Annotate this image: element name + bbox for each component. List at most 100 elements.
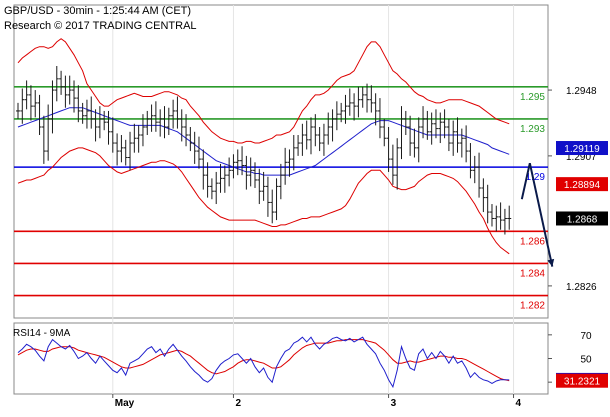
price-bar bbox=[67, 75, 72, 105]
price-bar bbox=[179, 109, 184, 142]
price-bar bbox=[240, 146, 245, 176]
price-bar bbox=[184, 114, 189, 147]
price-bar bbox=[339, 102, 344, 123]
price-bar bbox=[459, 128, 464, 158]
price-bar bbox=[274, 178, 279, 221]
price-bar bbox=[369, 85, 374, 113]
price-tick-label-0: 1.2948 bbox=[566, 86, 597, 97]
price-bar bbox=[300, 123, 305, 156]
price-bar bbox=[106, 110, 111, 145]
price-bar bbox=[46, 104, 51, 161]
price-bar bbox=[28, 85, 33, 121]
price-bar bbox=[283, 147, 288, 185]
chart-header-line2: Research © 2017 TRADING CENTRAL bbox=[4, 20, 197, 32]
price-bar bbox=[257, 168, 262, 205]
level-label-0: 1.295 bbox=[520, 92, 545, 103]
price-bar bbox=[317, 126, 322, 152]
projection-arrow-head bbox=[547, 258, 555, 267]
time-tick-label-0: May bbox=[115, 398, 135, 409]
price-bar bbox=[502, 208, 507, 235]
price-bar bbox=[330, 109, 335, 142]
price-bar bbox=[270, 189, 275, 224]
price-bar bbox=[309, 117, 314, 155]
price-badge-2: 1.2868 bbox=[556, 211, 608, 226]
price-tick-label-1: 1.2907 bbox=[566, 152, 597, 163]
price-bar bbox=[373, 93, 378, 126]
price-bar bbox=[395, 138, 400, 190]
price-bar bbox=[421, 106, 426, 139]
price-bar bbox=[166, 107, 171, 136]
projection-arrow bbox=[520, 163, 555, 267]
price-bar bbox=[149, 104, 154, 132]
chart-frame bbox=[13, 4, 549, 395]
price-badge-0: 1.29119 bbox=[556, 141, 608, 156]
price-bar bbox=[343, 94, 348, 124]
price-bar bbox=[291, 135, 296, 171]
price-bar bbox=[136, 125, 141, 153]
bollinger-bands bbox=[17, 38, 510, 255]
price-bar bbox=[481, 178, 486, 213]
rsi-lines bbox=[17, 336, 510, 389]
price-bar bbox=[403, 110, 408, 136]
price-bar bbox=[140, 114, 145, 147]
price-bar bbox=[321, 123, 326, 156]
price-bar bbox=[468, 143, 473, 179]
price-badge-1: 1.28894 bbox=[556, 177, 608, 192]
price-bars bbox=[16, 65, 512, 235]
price-bar bbox=[123, 139, 128, 166]
price-bar bbox=[153, 101, 158, 132]
price-bar bbox=[365, 83, 370, 113]
price-bar bbox=[214, 171, 219, 205]
price-bar bbox=[209, 178, 214, 200]
price-bar bbox=[132, 123, 137, 153]
price-bar bbox=[205, 162, 210, 198]
rsi-tick-label-0: 70 bbox=[580, 331, 592, 342]
price-bar bbox=[382, 118, 387, 147]
price-bar bbox=[175, 96, 180, 129]
rsi-badge-1: 31.2321 bbox=[556, 373, 608, 388]
price-bar bbox=[59, 70, 64, 95]
price-bar bbox=[252, 162, 257, 188]
price-badge-2-text: 1.2868 bbox=[567, 214, 598, 225]
price-bar bbox=[16, 102, 20, 119]
price-bar bbox=[24, 80, 29, 110]
price-bar bbox=[425, 110, 430, 140]
chart-header-line1: GBP/USD - 30min - 1:25:44 AM (CET) bbox=[4, 5, 191, 17]
price-badge-1-bg bbox=[556, 177, 608, 192]
rsi-tick-label-1: 50 bbox=[580, 355, 592, 366]
price-bar bbox=[296, 135, 301, 156]
price-bar bbox=[386, 126, 391, 172]
price-bar bbox=[218, 163, 223, 193]
price-bar bbox=[498, 202, 503, 230]
price-bar bbox=[464, 125, 469, 163]
price-bar bbox=[89, 96, 94, 129]
price-bar bbox=[227, 157, 232, 187]
price-bar bbox=[377, 98, 382, 139]
price-bar bbox=[304, 120, 309, 150]
price-tick-label-2: 1.2826 bbox=[566, 282, 597, 293]
price-badge-0-bg bbox=[556, 141, 608, 156]
price-bar bbox=[360, 86, 365, 108]
price-bar bbox=[326, 112, 331, 145]
level-label-5: 1.282 bbox=[520, 301, 545, 312]
price-bar bbox=[37, 94, 42, 136]
price-bar bbox=[451, 120, 456, 156]
rsi-line bbox=[17, 336, 510, 389]
price-bar bbox=[352, 93, 357, 121]
price-bar bbox=[110, 117, 115, 153]
time-tick-label-2: 3 bbox=[391, 398, 397, 409]
bollinger-upper bbox=[17, 38, 510, 144]
price-bar bbox=[356, 86, 361, 118]
price-bar bbox=[188, 126, 193, 152]
price-bar bbox=[334, 101, 339, 131]
price-bar bbox=[222, 165, 227, 193]
price-bar bbox=[472, 155, 477, 184]
price-bar bbox=[192, 131, 197, 164]
price-bar bbox=[145, 110, 150, 136]
price-bar bbox=[261, 171, 266, 201]
price-bar bbox=[158, 109, 163, 137]
price-bar bbox=[235, 149, 240, 176]
time-tick-label-1: 2 bbox=[235, 398, 241, 409]
